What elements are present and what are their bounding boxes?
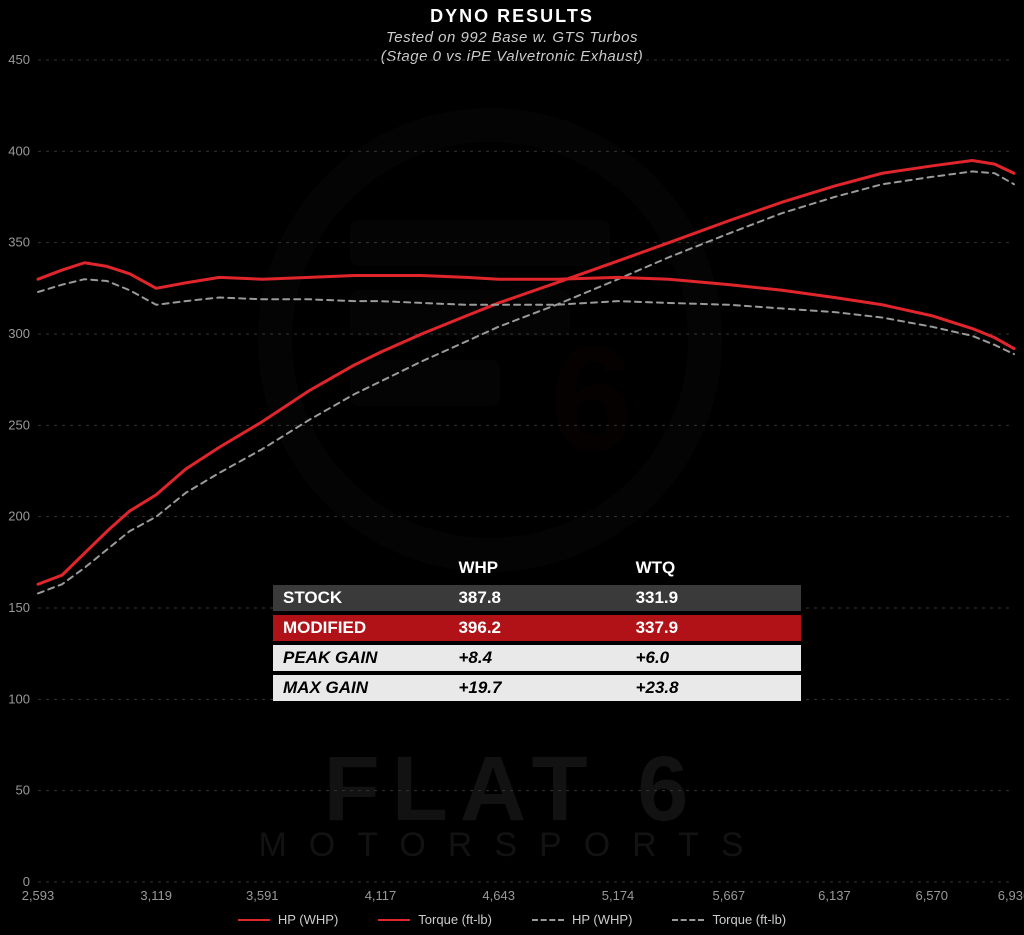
y-tick-label: 250 [8,417,30,432]
legend-swatch [378,919,410,921]
table-cell: +6.0 [626,645,801,671]
table-cell: 387.8 [448,585,625,611]
table-row: PEAK GAIN+8.4+6.0 [273,645,801,671]
legend-item: HP (WHP) [238,912,338,927]
table-cell: STOCK [273,585,448,611]
y-tick-label: 300 [8,326,30,341]
legend-label: Torque (ft-lb) [712,912,786,927]
x-tick-label: 3,119 [140,888,172,903]
series-line [38,160,1014,584]
y-tick-label: 400 [8,143,30,158]
series-line [38,171,1014,593]
table-header-cell [273,555,448,581]
legend-label: HP (WHP) [278,912,338,927]
x-tick-label: 6,570 [915,888,948,903]
x-tick-label: 4,643 [482,888,515,903]
table-cell: PEAK GAIN [273,645,448,671]
table-header-cell: WHP [448,555,625,581]
y-tick-label: 50 [16,783,30,798]
x-tick-label: 4,117 [365,888,397,903]
table-header-cell: WTQ [626,555,801,581]
y-tick-label: 150 [8,600,30,615]
x-tick-label: 2,593 [22,888,55,903]
legend-item: Torque (ft-lb) [672,912,786,927]
y-tick-label: 0 [23,874,30,889]
y-tick-label: 350 [8,235,30,250]
table-cell: 337.9 [626,615,801,641]
y-tick-label: 200 [8,509,30,524]
legend-swatch [532,919,564,921]
table-row: MODIFIED396.2337.9 [273,615,801,641]
table-cell: +19.7 [448,675,625,701]
x-tick-label: 6,936 [998,888,1024,903]
legend-swatch [238,919,270,921]
legend: HP (WHP) Torque (ft-lb) HP (WHP) Torque (ft… [0,909,1024,928]
x-tick-label: 3,591 [246,888,279,903]
dyno-chart: 0 50 100 150 200 250 300 350 400 450 2,593 3,119 3,5… [0,0,1024,935]
table-cell: 396.2 [448,615,625,641]
x-tick-label: 5,174 [602,888,635,903]
results-table: WHPWTQ STOCK387.8331.9 MODIFIED396.2337.9 P… [273,555,801,701]
table-cell: +23.8 [626,675,801,701]
legend-item: HP (WHP) [532,912,632,927]
table-row: STOCK387.8331.9 [273,585,801,611]
legend-swatch [672,919,704,921]
table-cell: MAX GAIN [273,675,448,701]
y-tick-label: 100 [8,691,30,706]
legend-item: Torque (ft-lb) [378,912,492,927]
legend-label: Torque (ft-lb) [418,912,492,927]
table-cell: 331.9 [626,585,801,611]
legend-label: HP (WHP) [572,912,632,927]
table-row: MAX GAIN+19.7+23.8 [273,675,801,701]
table-cell: MODIFIED [273,615,448,641]
x-tick-label: 6,137 [818,888,851,903]
table-cell: +8.4 [448,645,625,671]
y-tick-label: 450 [8,52,30,67]
x-tick-label: 5,667 [713,888,746,903]
